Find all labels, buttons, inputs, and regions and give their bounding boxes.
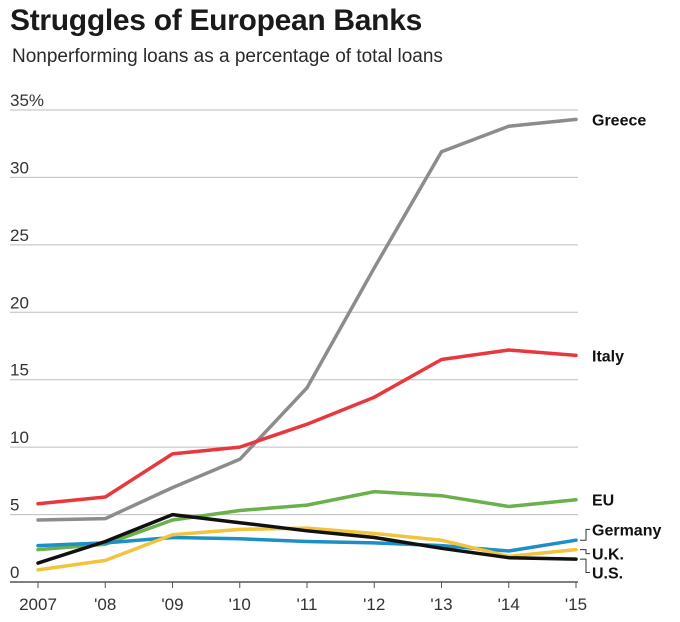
x-tick-label: '13 — [430, 595, 452, 614]
x-tick-label: '09 — [161, 595, 183, 614]
y-tick-label: 30 — [10, 158, 29, 177]
series-label-eu: EU — [592, 493, 614, 510]
series-label-greece: Greece — [592, 112, 646, 129]
x-tick-label: '14 — [498, 595, 520, 614]
series-line-italy — [36, 348, 578, 506]
y-axis-ticks: 0 5 10 15 20 25 30 35% — [10, 91, 44, 582]
y-tick-label: 10 — [10, 428, 29, 447]
series-label-italy: Italy — [592, 348, 624, 365]
x-tick-label: '11 — [297, 595, 318, 614]
x-tick-label: '12 — [363, 595, 385, 614]
series-lines — [36, 117, 578, 572]
series-line-germany — [36, 535, 578, 553]
x-tick-label: '15 — [565, 595, 587, 614]
y-tick-label: 5 — [10, 496, 19, 515]
x-tick-label: '08 — [94, 595, 116, 614]
gridlines — [10, 109, 578, 583]
chart-subtitle: Nonperforming loans as a percentage of t… — [12, 46, 443, 67]
y-tick-label: 20 — [10, 293, 29, 312]
y-tick-label: 25 — [10, 226, 29, 245]
series-line-us — [36, 512, 578, 565]
series-label-uk: U.K. — [592, 547, 624, 564]
series-label-germany: Germany — [592, 522, 661, 539]
series-labels: Greece Italy EU Germany U.K. U.S. — [580, 112, 661, 583]
y-tick-label: 35% — [10, 91, 44, 110]
x-tick-label: 2007 — [19, 595, 57, 614]
x-tick-label: '10 — [229, 595, 251, 614]
chart-title: Struggles of European Banks — [10, 4, 422, 37]
leader-germany — [580, 528, 590, 541]
series-line-uk — [36, 526, 578, 572]
series-line-greece — [36, 117, 578, 522]
series-label-us: U.S. — [592, 566, 623, 583]
leader-uk — [580, 549, 590, 555]
leader-us — [580, 558, 590, 574]
series-line-eu — [36, 489, 578, 552]
y-tick-label: 0 — [10, 563, 19, 582]
x-axis-ticks: 2007 '08 '09 '10 '11 '12 '13 '14 '15 — [19, 582, 587, 614]
y-tick-label: 15 — [10, 361, 29, 380]
